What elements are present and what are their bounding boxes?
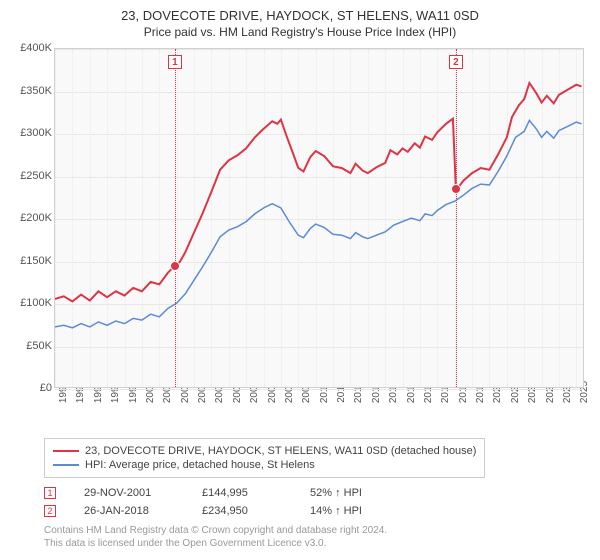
line-series: [55, 49, 585, 389]
footnote-line-1: Contains HM Land Registry data © Crown c…: [44, 524, 387, 537]
sale-dot: [451, 184, 461, 194]
legend-swatch-hpi: [53, 464, 79, 466]
plot-area: 12: [54, 48, 584, 388]
sale-row-1: 1 29-NOV-2001 £144,995 52% ↑ HPI: [44, 484, 362, 502]
series-property: [55, 83, 582, 301]
y-tick-label: £150K: [20, 255, 52, 267]
footnote: Contains HM Land Registry data © Crown c…: [44, 524, 387, 550]
sale-table: 1 29-NOV-2001 £144,995 52% ↑ HPI 2 26-JA…: [44, 484, 362, 520]
legend: 23, DOVECOTE DRIVE, HAYDOCK, ST HELENS, …: [44, 438, 485, 478]
y-tick-label: £350K: [20, 85, 52, 97]
y-tick-label: £300K: [20, 127, 52, 139]
chart-subtitle: Price paid vs. HM Land Registry's House …: [0, 23, 600, 39]
legend-item-hpi: HPI: Average price, detached house, St H…: [53, 458, 476, 472]
sale-marker-box: 1: [168, 55, 182, 69]
chart-title: 23, DOVECOTE DRIVE, HAYDOCK, ST HELENS, …: [0, 0, 600, 23]
sale-vertical-line: [456, 49, 457, 387]
sale-marker-1-icon: 1: [44, 487, 56, 499]
sale-2-hpi: 14% ↑ HPI: [310, 505, 362, 517]
sale-vertical-line: [175, 49, 176, 387]
sale-marker-box: 2: [449, 55, 463, 69]
sale-dot: [170, 261, 180, 271]
y-tick-label: £0: [40, 382, 52, 394]
y-tick-label: £200K: [20, 212, 52, 224]
y-tick-label: £100K: [20, 297, 52, 309]
sale-2-date: 26-JAN-2018: [84, 505, 174, 517]
legend-swatch-property: [53, 450, 79, 452]
y-tick-label: £400K: [20, 42, 52, 54]
y-tick-label: £250K: [20, 170, 52, 182]
sale-1-price: £144,995: [202, 487, 282, 499]
legend-label-hpi: HPI: Average price, detached house, St H…: [85, 459, 315, 471]
sale-1-hpi: 52% ↑ HPI: [310, 487, 362, 499]
sale-row-2: 2 26-JAN-2018 £234,950 14% ↑ HPI: [44, 502, 362, 520]
footnote-line-2: This data is licensed under the Open Gov…: [44, 537, 387, 550]
chart-container: 23, DOVECOTE DRIVE, HAYDOCK, ST HELENS, …: [0, 0, 600, 560]
sale-marker-2-icon: 2: [44, 505, 56, 517]
y-tick-label: £50K: [26, 340, 52, 352]
sale-2-price: £234,950: [202, 505, 282, 517]
legend-label-property: 23, DOVECOTE DRIVE, HAYDOCK, ST HELENS, …: [85, 445, 476, 457]
sale-1-date: 29-NOV-2001: [84, 487, 174, 499]
legend-item-property: 23, DOVECOTE DRIVE, HAYDOCK, ST HELENS, …: [53, 444, 476, 458]
